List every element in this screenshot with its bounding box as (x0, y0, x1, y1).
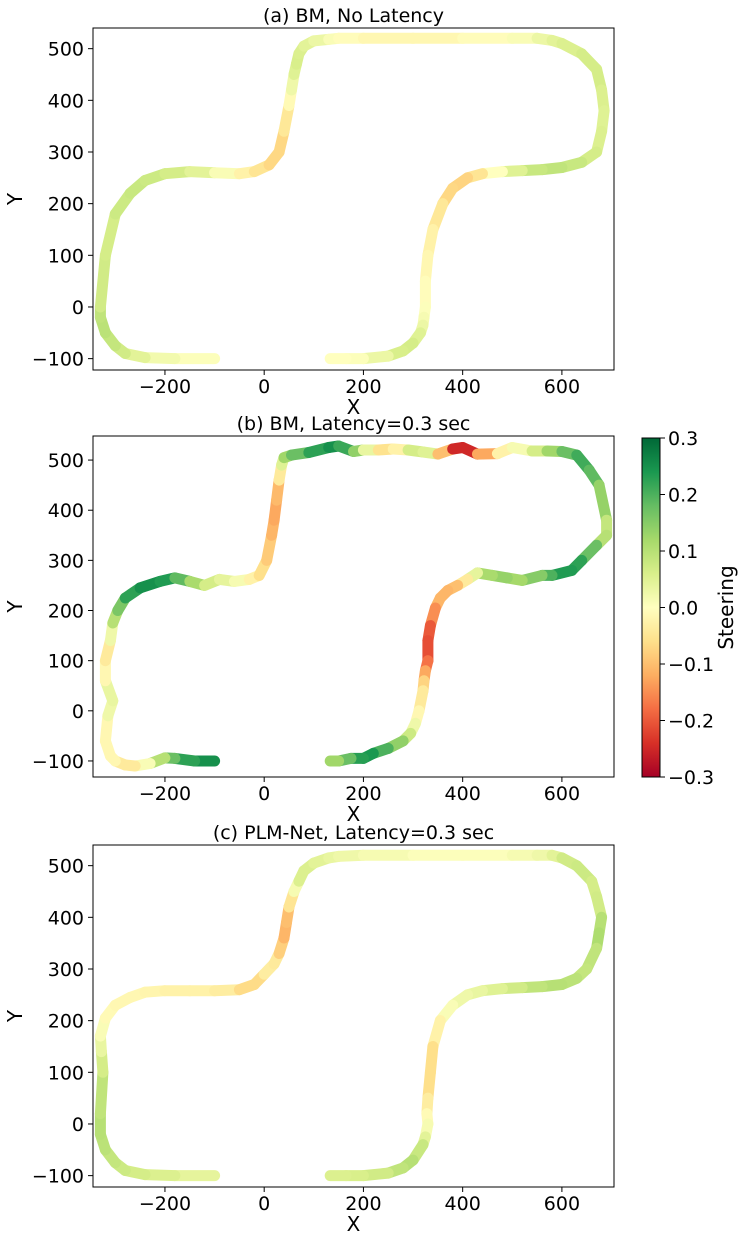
chart-title: (a) BM, No Latency (263, 5, 444, 27)
x-tick-label: 400 (445, 783, 481, 805)
chart-title: (b) BM, Latency=0.3 sec (237, 413, 471, 435)
subplot-3: −200 0 200 400 600 −100 0 100 200 300 400 500 (c) PL… (3, 822, 615, 1236)
trajectory-segment (593, 479, 613, 526)
x-tick-label: 200 (345, 376, 381, 398)
y-tick-label: −100 (32, 751, 84, 773)
axes-frame (92, 27, 615, 371)
x-tick-label: 200 (345, 1193, 381, 1215)
subplot-2: −200 0 200 400 600 −100 0 100 200 300 400 500 (b) BM… (3, 413, 615, 826)
trajectory (99, 440, 613, 772)
y-tick-label: 300 (48, 959, 84, 981)
colorbar-tick-label: −0.2 (668, 711, 714, 733)
y-tick-label: 0 (72, 701, 84, 723)
y-tick-label: 300 (48, 142, 84, 164)
axes-frame (92, 435, 615, 778)
y-tick-label: 400 (48, 90, 84, 112)
x-axis-label: X (347, 802, 361, 826)
y-axis-label: Y (3, 192, 27, 206)
y-tick-label: 500 (48, 39, 84, 61)
x-tick-label: 0 (258, 376, 270, 398)
y-tick-label: 100 (48, 651, 84, 673)
y-tick-label: 400 (48, 907, 84, 929)
subplot-1: −200 0 200 400 600 −100 0 100 200 300 400 500 (a) BM… (3, 5, 615, 419)
colorbar-tick-label: 0.3 (668, 428, 698, 450)
trajectory-segment (99, 208, 121, 261)
y-tick-label: 100 (48, 245, 84, 267)
y-tick-label: 200 (48, 1011, 84, 1033)
x-tick-label: −200 (139, 783, 191, 805)
colorbar-label: Steering (714, 565, 738, 649)
x-tick-label: 400 (445, 1193, 481, 1215)
trajectory (94, 32, 610, 365)
x-tick-label: 0 (258, 783, 270, 805)
x-tick-label: −200 (139, 376, 191, 398)
x-tick-label: 600 (544, 1193, 580, 1215)
y-axis-label: Y (3, 600, 27, 614)
x-tick-label: 600 (544, 783, 580, 805)
y-tick-label: −100 (32, 349, 84, 371)
colorbar-tick-label: 0.1 (668, 541, 698, 563)
y-tick-label: 100 (48, 1062, 84, 1084)
colorbar-gradient (641, 437, 661, 778)
x-tick-label: 0 (258, 1193, 270, 1215)
trajectory (94, 849, 608, 1182)
y-tick-label: 200 (48, 601, 84, 623)
x-axis-label: X (347, 395, 361, 419)
colorbar-tick-label: 0.2 (668, 485, 698, 507)
y-tick-label: 200 (48, 194, 84, 216)
colorbar-tick-label: −0.3 (668, 767, 714, 789)
y-tick-label: −100 (32, 1166, 84, 1188)
x-tick-label: 400 (445, 376, 481, 398)
y-axis-label: Y (3, 1009, 27, 1023)
colorbar-tick-label: 0.0 (668, 598, 698, 620)
x-tick-label: −200 (139, 1193, 191, 1215)
y-tick-label: 300 (48, 550, 84, 572)
x-tick-label: 600 (544, 376, 580, 398)
axes-frame (92, 844, 615, 1188)
x-tick-label: 200 (345, 783, 381, 805)
y-tick-label: 500 (48, 450, 84, 472)
y-tick-label: 0 (72, 1114, 84, 1136)
chart-title: (c) PLM-Net, Latency=0.3 sec (213, 822, 494, 844)
colorbar-tick-label: −0.1 (668, 654, 714, 676)
colorbar: 0.3 0.2 0.1 0.0 −0.1 −0.2 −0.3 Steering (641, 428, 738, 789)
y-tick-label: 400 (48, 500, 84, 522)
trajectory-segment (94, 249, 111, 313)
x-axis-label: X (347, 1212, 361, 1236)
trajectory-segment (94, 1066, 109, 1120)
y-tick-label: 0 (72, 297, 84, 319)
y-tick-label: 500 (48, 856, 84, 878)
